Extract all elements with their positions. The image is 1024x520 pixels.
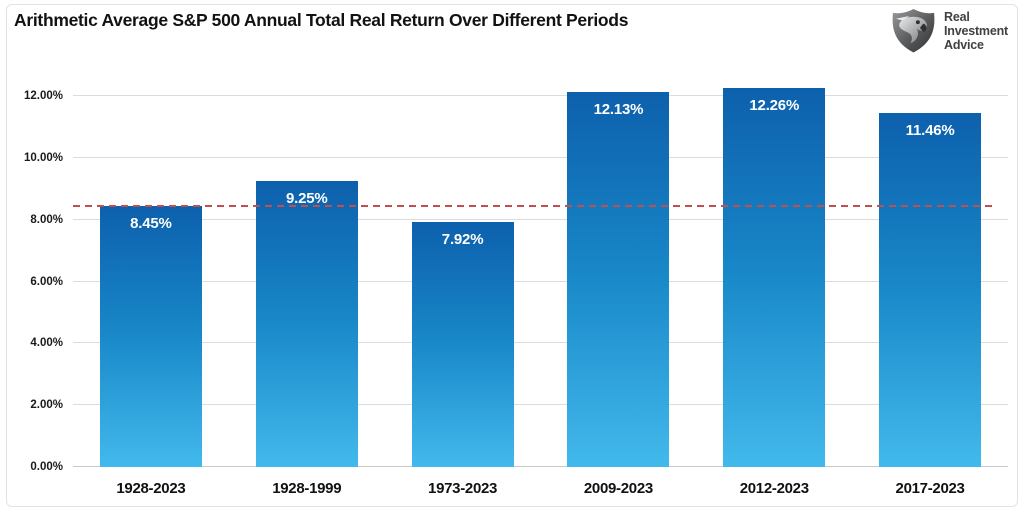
bar-value-label: 12.26% xyxy=(749,96,800,114)
x-axis-category-label: 2009-2023 xyxy=(583,480,653,497)
bar-2017-2023: 11.46% xyxy=(879,112,982,467)
brand-logo: Real Investment Advice xyxy=(890,7,1008,54)
bar-value-label: 8.45% xyxy=(130,214,172,232)
y-axis-tick-label: 4.00% xyxy=(30,337,63,350)
gridline-6.00% xyxy=(73,280,1008,282)
plot-area: 0.00% 2.00% 4.00% 6.00% 8.00% 10.00% 12.00% 8.4… xyxy=(24,87,1008,497)
y-axis-tick-label: 10.00% xyxy=(23,151,63,164)
bar-value-label: 11.46% xyxy=(905,121,955,139)
bar-1928-1999: 9.25% xyxy=(255,181,358,467)
y-axis-tick-label: 0.00% xyxy=(30,461,63,473)
x-axis-category-label: 2012-2023 xyxy=(739,480,809,497)
average-reference-line xyxy=(73,204,994,207)
x-axis-category-label: 1928-1999 xyxy=(272,480,342,497)
eagle-shield-icon xyxy=(890,7,937,54)
y-axis-tick-label: 12.00% xyxy=(23,90,63,102)
y-axis-tick-label: 2.00% xyxy=(30,399,63,412)
bar-2012-2023: 12.26% xyxy=(723,87,826,467)
bar-value-label: 12.13% xyxy=(593,100,644,118)
gridline-12.00% xyxy=(73,95,1008,96)
bar-value-label: 9.25% xyxy=(285,190,328,208)
gridline-4.00% xyxy=(73,342,1008,344)
logo-word-real: Real xyxy=(944,9,970,24)
chart-title: Arithmetic Average S&P 500 Annual Total … xyxy=(14,10,629,30)
bar-1973-2023: 7.92% xyxy=(411,222,514,467)
brand-logo-text: Real Investment Advice xyxy=(944,10,1008,52)
bar-1928-2023: 8.45% xyxy=(99,205,202,467)
x-axis-line xyxy=(73,466,1008,467)
logo-word-advice: Advice xyxy=(944,37,984,52)
y-axis-tick-label: 8.00% xyxy=(30,213,63,226)
gridline-2.00% xyxy=(73,404,1008,406)
x-axis-category-label: 1973-2023 xyxy=(428,480,498,497)
x-axis-category-label: 1928-2023 xyxy=(116,480,186,497)
bar-2009-2023: 12.13% xyxy=(567,91,670,467)
bar-value-label: 7.92% xyxy=(441,231,484,249)
y-axis-tick-label: 6.00% xyxy=(30,275,63,288)
logo-word-investment: Investment xyxy=(944,23,1008,38)
gridline-8.00% xyxy=(73,218,1008,220)
x-axis-category-label: 2017-2023 xyxy=(895,480,965,497)
gridline-10.00% xyxy=(73,156,1008,158)
